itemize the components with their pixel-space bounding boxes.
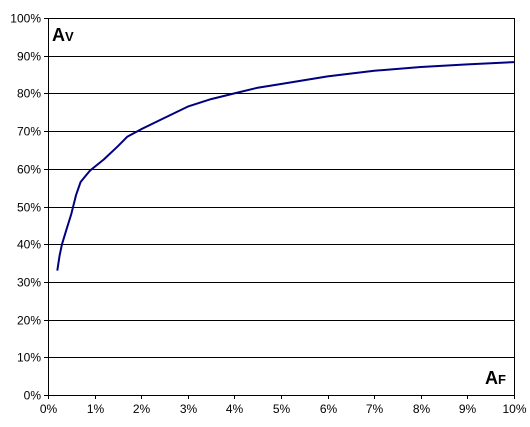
x-tick-label: 2% [133, 402, 151, 416]
x-tick-label: 7% [366, 402, 384, 416]
grid-lines [48, 57, 514, 358]
x-axis-label: AF [485, 368, 506, 388]
x-tick-label: 0% [40, 402, 58, 416]
y-tick-label: 70% [17, 125, 41, 139]
y-tick-label: 10% [17, 351, 41, 365]
y-tick-label: 100% [10, 12, 41, 26]
x-tick-label: 9% [459, 402, 477, 416]
x-axis: 0% 1% 2% 3% 4% 5% 6% 7% 8% 9% 10% [40, 395, 527, 416]
y-tick-label: 30% [17, 276, 41, 290]
y-axis-label: AV [52, 25, 74, 45]
y-tick-label: 60% [17, 163, 41, 177]
x-tick-label: 10% [502, 402, 526, 416]
y-tick-label: 20% [17, 314, 41, 328]
y-tick-label: 40% [17, 238, 41, 252]
y-axis: 0% 10% 20% 30% 40% 50% 60% 70% 80% 90% 100% [10, 12, 48, 403]
y-tick-label: 80% [17, 87, 41, 101]
x-tick-label: 3% [180, 402, 198, 416]
x-tick-label: 8% [413, 402, 431, 416]
y-tick-label: 0% [24, 389, 42, 403]
y-tick-label: 50% [17, 201, 41, 215]
y-tick-label: 90% [17, 50, 41, 64]
x-tick-label: 4% [226, 402, 244, 416]
x-tick-label: 5% [273, 402, 291, 416]
x-tick-label: 6% [320, 402, 338, 416]
x-tick-label: 1% [87, 402, 105, 416]
